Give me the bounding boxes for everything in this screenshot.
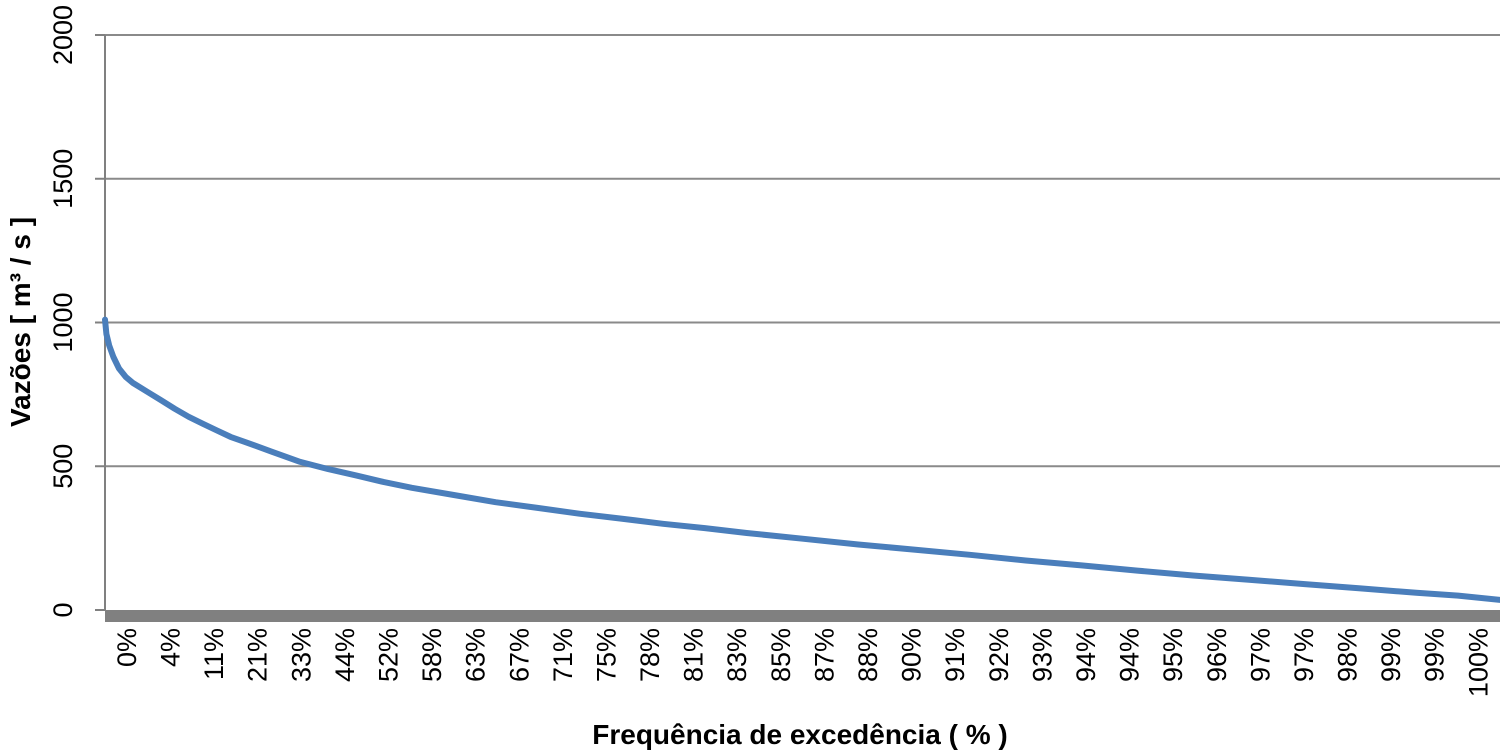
- x-tick-label: 87%: [809, 628, 839, 682]
- y-tick-label: 2000: [48, 5, 78, 65]
- x-tick-label: 98%: [1333, 628, 1363, 682]
- x-tick-label: 96%: [1202, 628, 1232, 682]
- x-tick-label: 44%: [330, 628, 360, 682]
- x-tick-label: 71%: [548, 628, 578, 682]
- x-tick-label: 94%: [1071, 628, 1101, 682]
- y-tick-label: 1000: [48, 292, 78, 352]
- x-tick-label: 85%: [766, 628, 796, 682]
- x-tick-label: 78%: [635, 628, 665, 682]
- y-tick-label: 1500: [48, 149, 78, 209]
- x-tick-label: 52%: [373, 628, 403, 682]
- series-line-vazoes: [102, 316, 1500, 603]
- y-tick-labels: 0 500 1000 1500 2000: [48, 5, 78, 618]
- x-tick-label: 95%: [1158, 628, 1188, 682]
- x-tick-label: 94%: [1115, 628, 1145, 682]
- x-tick-label: 0%: [112, 628, 142, 667]
- y-tick-label: 500: [48, 444, 78, 489]
- x-tick-label: 4%: [156, 628, 186, 667]
- x-axis-bar: [105, 610, 1500, 622]
- x-tick-labels: 0% 4% 11% 21% 33% 44% 52% 58% 63% 67% 71% 75% 78% 81%…: [112, 628, 1493, 697]
- x-tick-label: 88%: [853, 628, 883, 682]
- x-tick-label: 11%: [199, 628, 229, 680]
- axes: [104, 35, 1500, 622]
- x-tick-label: 90%: [897, 628, 927, 682]
- x-tick-label: 83%: [722, 628, 752, 682]
- x-tick-label: 21%: [243, 628, 273, 682]
- x-tick-label: 99%: [1376, 628, 1406, 682]
- x-tick-label: 92%: [984, 628, 1014, 682]
- x-tick-label: 91%: [940, 628, 970, 682]
- y-axis-title: Vazões [ m³ / s ]: [5, 217, 36, 427]
- x-tick-label: 58%: [417, 628, 447, 682]
- x-tick-label: 67%: [504, 628, 534, 682]
- x-tick-label: 93%: [1027, 628, 1057, 682]
- x-tick-label: 99%: [1420, 628, 1450, 682]
- x-tick-label: 63%: [461, 628, 491, 682]
- x-tick-label: 97%: [1289, 628, 1319, 682]
- gridlines: [95, 34, 1500, 611]
- x-tick-label: 81%: [679, 628, 709, 682]
- x-tick-label: 75%: [591, 628, 621, 682]
- x-axis-title: Frequência de excedência ( % ): [592, 719, 1008, 750]
- series: [102, 316, 1500, 603]
- x-tick-label: 33%: [286, 628, 316, 682]
- x-tick-label: 97%: [1245, 628, 1275, 682]
- y-tick-label: 0: [48, 602, 78, 617]
- x-tick-label: 100%: [1463, 628, 1493, 697]
